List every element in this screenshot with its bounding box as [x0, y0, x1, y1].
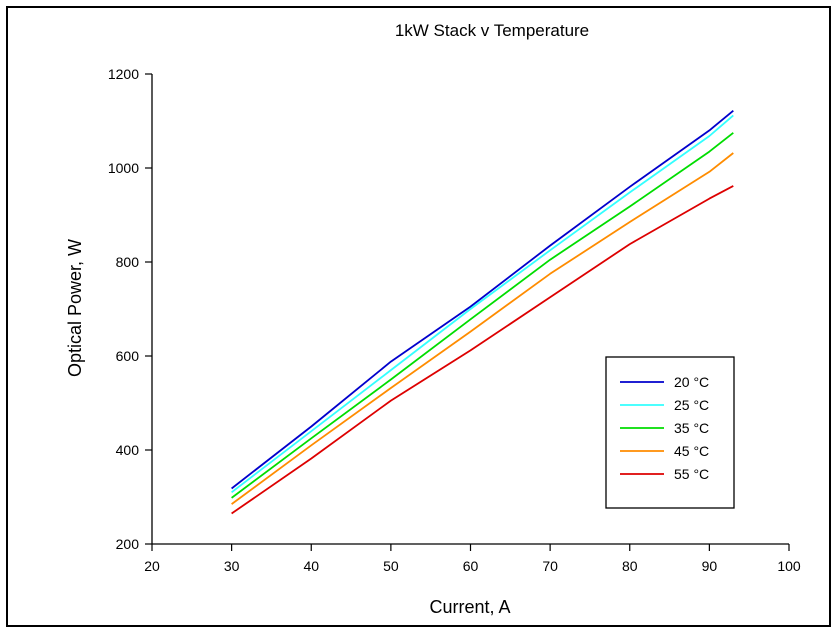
x-axis-label: Current, A: [429, 597, 510, 617]
x-tick-label-8: 100: [777, 558, 801, 574]
plot-area: 20 30 40 50 60 70 80 90 100 200 400 600 800 1000 1200: [108, 66, 801, 574]
y-tick-label-5: 1200: [108, 66, 139, 82]
legend-label-1: 25 °C: [674, 397, 709, 413]
legend-label-2: 35 °C: [674, 420, 709, 436]
x-tick-label-4: 60: [463, 558, 479, 574]
x-tick-label-1: 30: [224, 558, 240, 574]
legend-box: [605, 356, 735, 509]
series-line-2: [231, 132, 734, 499]
x-tick-label-5: 70: [542, 558, 558, 574]
y-axis-label: Optical Power, W: [65, 239, 85, 377]
x-tick-label-0: 20: [144, 558, 160, 574]
chart-frame: [6, 6, 831, 627]
chart-title: 1kW Stack v Temperature: [395, 21, 589, 40]
y-tick-label-4: 1000: [108, 160, 139, 176]
series-line-0: [231, 110, 734, 490]
series-line-3: [231, 152, 734, 505]
x-tick-label-2: 40: [303, 558, 319, 574]
y-tick-label-3: 800: [116, 254, 140, 270]
x-tick-label-6: 80: [622, 558, 638, 574]
y-tick-label-1: 400: [116, 442, 140, 458]
legend-label-3: 45 °C: [674, 443, 709, 459]
y-tick-label-2: 600: [116, 348, 140, 364]
series-line-1: [231, 114, 734, 494]
legend-label-0: 20 °C: [674, 374, 709, 390]
x-tick-label-3: 50: [383, 558, 399, 574]
legend: 20 °C 25 °C 35 °C 45 °C 55 °C: [605, 356, 735, 509]
x-tick-label-7: 90: [702, 558, 718, 574]
series-line-4: [231, 185, 734, 515]
legend-label-4: 55 °C: [674, 466, 709, 482]
y-tick-label-0: 200: [116, 536, 140, 552]
